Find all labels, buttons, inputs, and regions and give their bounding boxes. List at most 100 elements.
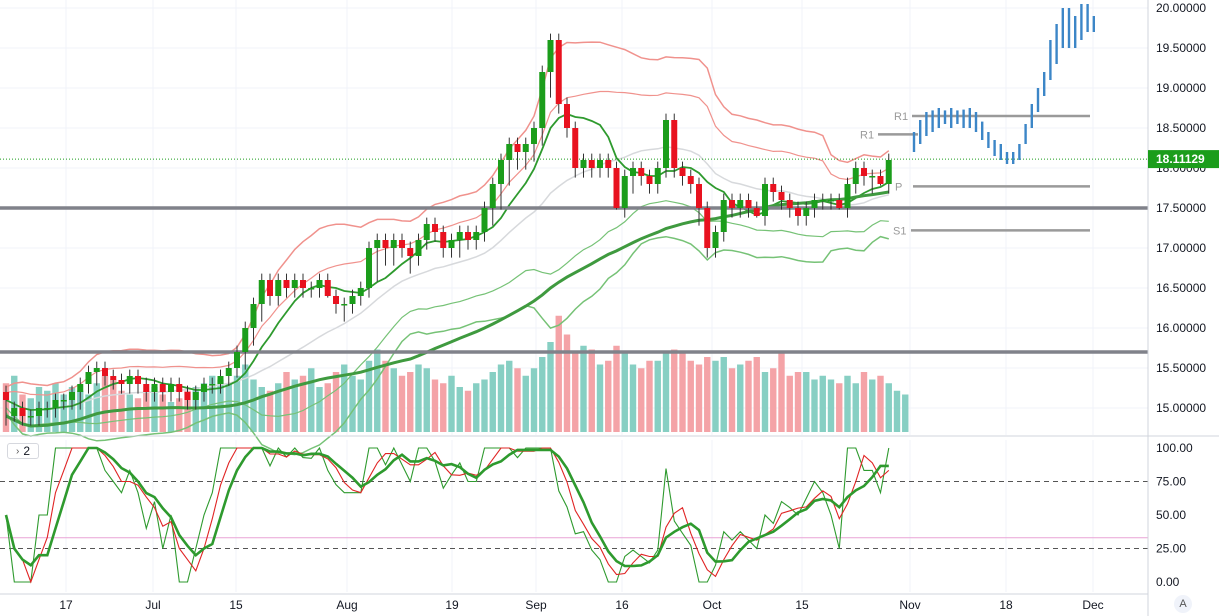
volume-bar — [563, 334, 571, 432]
candle-body — [176, 384, 183, 392]
pane-toggle-button[interactable]: › 2 — [7, 443, 39, 459]
candle-body — [217, 376, 224, 384]
last-price-label: 18.11129 — [1156, 152, 1205, 166]
auto-scale-badge[interactable]: A — [1174, 595, 1192, 613]
volume-bar — [93, 383, 100, 432]
candle-body — [341, 304, 348, 306]
volume-bar — [712, 360, 719, 432]
volume-bar — [605, 360, 612, 432]
candle-body — [151, 384, 158, 392]
time-tick-label: Oct — [703, 598, 722, 612]
candle-body — [481, 208, 488, 232]
candle-body — [704, 208, 711, 248]
candle-body — [250, 304, 257, 328]
volume-bar — [745, 360, 752, 432]
volume-bar — [390, 368, 397, 432]
volume-bar — [324, 383, 331, 432]
candle-body — [308, 288, 315, 290]
candle-body — [110, 376, 117, 380]
candle-body — [885, 160, 892, 184]
osc-tick-label: 75.00 — [1156, 475, 1186, 489]
price-tick-label: 15.50000 — [1156, 361, 1206, 375]
volume-bar — [786, 375, 793, 432]
candle-body — [621, 176, 628, 208]
candle-body — [44, 408, 51, 410]
candle-body — [19, 408, 26, 416]
volume-bar — [877, 375, 884, 432]
volume-bar — [60, 394, 67, 432]
volume-bar — [811, 379, 818, 432]
candle-body — [663, 120, 669, 168]
volume-bar — [382, 360, 389, 432]
candle-body — [696, 184, 702, 208]
price-tick-label: 20.00000 — [1156, 1, 1206, 15]
candle-body — [118, 380, 125, 384]
candle-body — [555, 40, 562, 104]
time-tick-label: Aug — [336, 598, 357, 612]
candle-body — [440, 232, 447, 248]
volume-bar — [159, 394, 166, 432]
volume-bar — [349, 375, 356, 432]
candle-body — [242, 328, 249, 352]
candle-body — [333, 296, 339, 304]
candle-body — [93, 368, 100, 372]
horizontal-levels[interactable]: R1 R1 P S1 — [0, 111, 1148, 354]
volume-bar — [530, 368, 538, 432]
candle-body — [473, 232, 480, 240]
candle-body — [811, 200, 818, 208]
time-tick-label: Dec — [1082, 598, 1103, 612]
volume-bar — [266, 390, 274, 432]
volume-bar — [728, 368, 736, 432]
candle-body — [564, 104, 570, 128]
candle-body — [102, 368, 108, 376]
volume-bar — [547, 342, 554, 432]
candles — [3, 33, 892, 426]
candle-body — [580, 160, 587, 168]
candle-body — [547, 40, 554, 72]
candle-body — [399, 240, 405, 248]
candle-body — [143, 384, 150, 392]
candle-body — [712, 232, 719, 248]
volume-bar — [621, 353, 628, 432]
volume-bar — [695, 364, 703, 432]
volume-bar — [258, 387, 265, 432]
candle-body — [778, 192, 785, 200]
volume-bar — [77, 390, 84, 432]
volume-bar — [242, 364, 249, 432]
volume-bar — [869, 379, 876, 432]
volume-bar — [291, 379, 298, 432]
volume-bar — [176, 398, 183, 432]
time-tick-label: 15 — [795, 598, 809, 612]
candle-body — [572, 128, 579, 168]
candle-body — [613, 168, 620, 208]
volume-bar — [836, 383, 843, 432]
time-tick-label: Nov — [899, 598, 920, 612]
indicator-lines — [5, 41, 890, 456]
candle-body — [390, 240, 397, 248]
candle-body — [828, 200, 834, 202]
volume-bar — [497, 364, 505, 432]
candle-body — [720, 200, 727, 232]
volume-bar — [844, 375, 851, 432]
candle-body — [514, 144, 521, 152]
volume-bar — [613, 345, 620, 432]
volume-bar — [794, 372, 802, 432]
candle-body — [753, 208, 760, 216]
volume-bar — [423, 368, 430, 432]
volume-bar — [539, 357, 546, 432]
candle-body — [539, 72, 546, 128]
price-tick-label: 16.00000 — [1156, 321, 1206, 335]
volume-bar — [415, 364, 422, 432]
osc-main-line — [4, 446, 889, 568]
volume-bar — [596, 364, 604, 432]
candle-body — [456, 232, 463, 240]
volume-bar — [770, 368, 777, 432]
volume-bar — [365, 360, 373, 432]
candle-body — [374, 240, 381, 248]
volume-bar — [902, 394, 909, 432]
volume-bar — [316, 387, 323, 432]
candle-body — [795, 208, 801, 216]
candle-body — [786, 200, 793, 208]
candle-body — [52, 400, 59, 408]
